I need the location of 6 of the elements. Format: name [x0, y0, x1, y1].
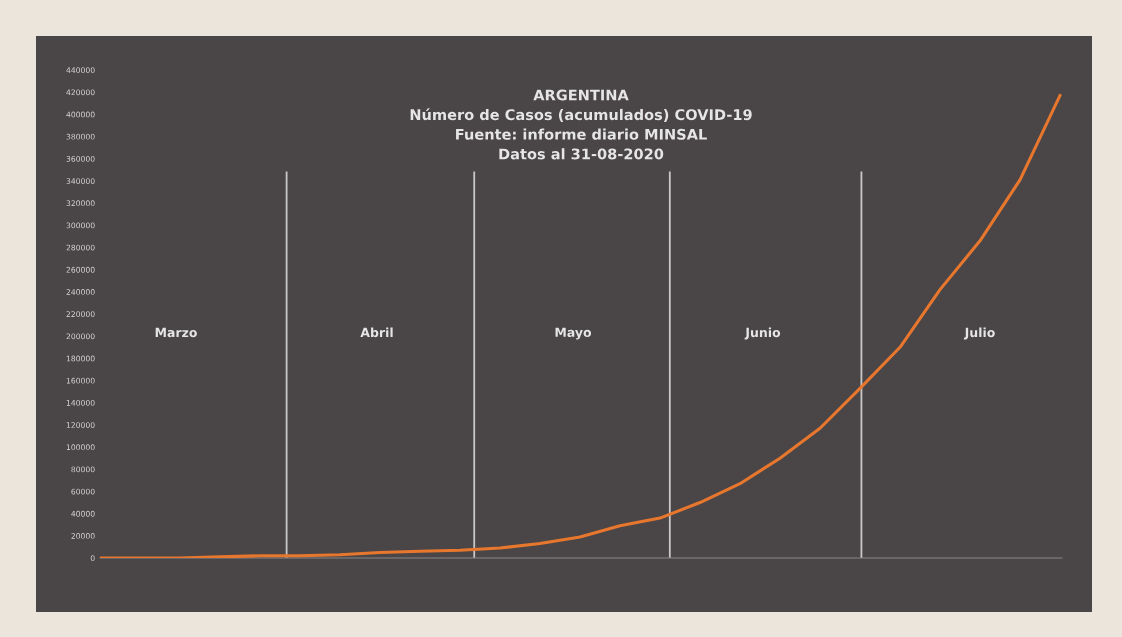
annotation: Mayo	[555, 327, 592, 340]
annotation: Abril	[360, 327, 393, 338]
annotation: Junio	[744, 327, 781, 340]
annotation: Julio	[963, 327, 995, 340]
annotation: Marzo	[155, 327, 197, 338]
text: ARGENTINA Número de Casos (acumulados) COVID-19 Fuente: informe diario MINSAL Datos al 31-08-2020	[410, 89, 752, 160]
